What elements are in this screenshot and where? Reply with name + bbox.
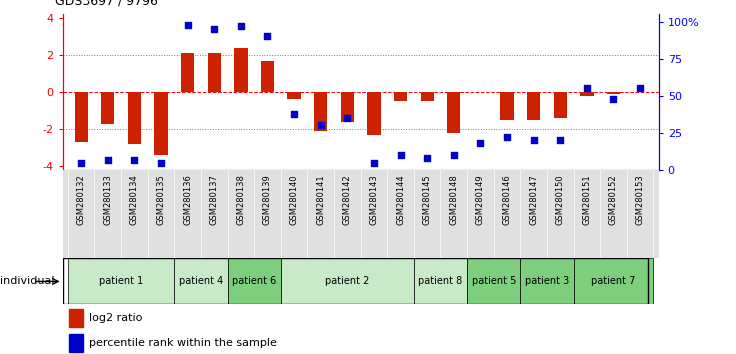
Point — [289, 111, 300, 116]
Text: GSM280139: GSM280139 — [263, 174, 272, 225]
Bar — [553, 92, 567, 118]
Bar — [68, 258, 174, 304]
Text: patient 2: patient 2 — [325, 276, 369, 286]
Point — [394, 152, 406, 158]
Point — [608, 96, 620, 102]
Text: GSM280133: GSM280133 — [103, 174, 113, 225]
Bar — [174, 258, 227, 304]
Text: patient 1: patient 1 — [99, 276, 144, 286]
Text: log2 ratio: log2 ratio — [89, 313, 143, 323]
Bar — [580, 92, 593, 96]
Bar — [414, 258, 467, 304]
Text: GSM280152: GSM280152 — [609, 174, 618, 225]
Point — [501, 135, 513, 140]
Text: patient 8: patient 8 — [418, 276, 463, 286]
Bar — [520, 258, 573, 304]
Text: patient 7: patient 7 — [591, 276, 636, 286]
Point — [421, 155, 433, 161]
Point — [448, 152, 460, 158]
Bar — [281, 258, 414, 304]
Text: GSM280140: GSM280140 — [289, 174, 299, 225]
Text: GSM280146: GSM280146 — [503, 174, 512, 225]
Bar — [155, 92, 168, 155]
Bar — [234, 47, 247, 92]
Bar — [500, 92, 514, 120]
Text: GSM280149: GSM280149 — [476, 174, 485, 225]
Bar — [527, 92, 540, 120]
Point — [261, 34, 273, 39]
Text: GSM280135: GSM280135 — [157, 174, 166, 225]
Point — [368, 160, 380, 165]
Point — [342, 115, 353, 121]
Text: patient 6: patient 6 — [232, 276, 276, 286]
Text: percentile rank within the sample: percentile rank within the sample — [89, 338, 277, 348]
Bar — [261, 61, 274, 92]
Bar — [227, 258, 281, 304]
Text: GSM280144: GSM280144 — [396, 174, 405, 225]
Point — [155, 160, 167, 165]
Bar — [314, 92, 328, 131]
Text: individual: individual — [0, 276, 54, 286]
Bar — [74, 92, 88, 142]
Point — [315, 122, 327, 128]
Text: GDS3697 / 9796: GDS3697 / 9796 — [55, 0, 158, 7]
Bar — [128, 92, 141, 144]
Text: GSM280137: GSM280137 — [210, 174, 219, 225]
Text: GSM280141: GSM280141 — [316, 174, 325, 225]
Point — [581, 86, 592, 91]
Bar — [467, 258, 520, 304]
Text: patient 4: patient 4 — [179, 276, 223, 286]
Bar — [394, 92, 407, 101]
Text: GSM280153: GSM280153 — [636, 174, 645, 225]
Bar — [367, 92, 381, 135]
Text: GSM280132: GSM280132 — [77, 174, 85, 225]
Text: GSM280148: GSM280148 — [449, 174, 459, 225]
Text: GSM280147: GSM280147 — [529, 174, 538, 225]
Bar — [420, 92, 434, 101]
Text: GSM280150: GSM280150 — [556, 174, 565, 225]
Point — [528, 137, 539, 143]
Bar — [68, 334, 83, 352]
Point — [75, 160, 87, 165]
Bar — [606, 92, 620, 94]
Bar — [341, 92, 354, 122]
Text: GSM280136: GSM280136 — [183, 174, 192, 225]
Point — [102, 157, 113, 162]
Point — [235, 23, 247, 29]
Bar — [208, 53, 221, 92]
Bar — [288, 92, 301, 99]
Bar — [181, 53, 194, 92]
Point — [554, 137, 566, 143]
Point — [634, 86, 646, 91]
Point — [129, 157, 141, 162]
Bar — [573, 258, 654, 304]
Text: GSM280142: GSM280142 — [343, 174, 352, 225]
Text: GSM280145: GSM280145 — [422, 174, 432, 225]
Text: patient 5: patient 5 — [472, 276, 516, 286]
Point — [475, 141, 486, 146]
Text: GSM280143: GSM280143 — [369, 174, 378, 225]
Text: GSM280151: GSM280151 — [582, 174, 591, 225]
Bar — [101, 92, 115, 124]
Text: GSM280134: GSM280134 — [130, 174, 139, 225]
Bar — [447, 92, 461, 133]
Text: GSM280138: GSM280138 — [236, 174, 245, 225]
Point — [208, 26, 220, 32]
Text: patient 3: patient 3 — [525, 276, 569, 286]
Point — [182, 22, 194, 27]
Bar — [68, 309, 83, 327]
